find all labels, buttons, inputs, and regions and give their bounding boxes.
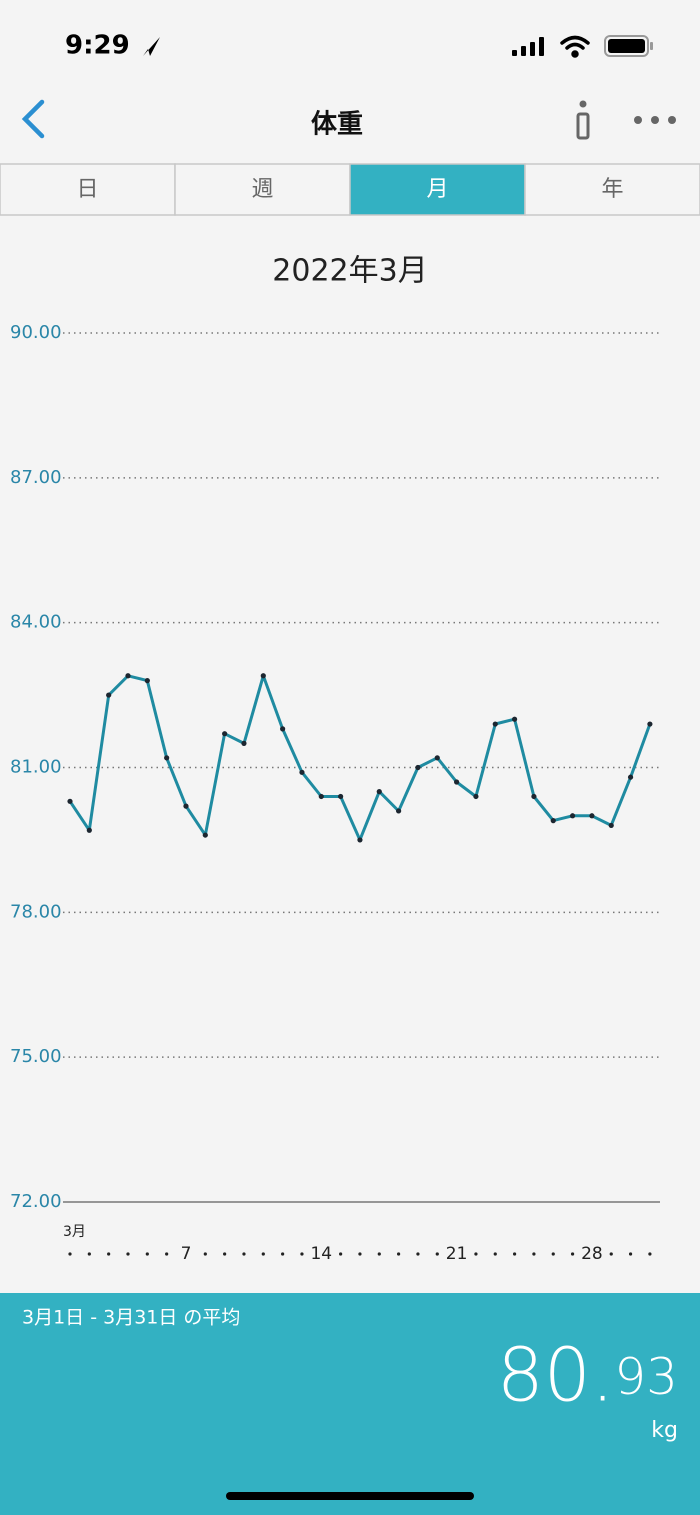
y-tick-label: 81.00 [10,757,62,778]
tab-label[interactable]: 週 [251,177,273,202]
back-button[interactable] [21,99,45,139]
location-icon [143,37,160,56]
x-tick-dot [435,1252,439,1256]
point [434,755,440,761]
x-tick-dot [570,1252,575,1256]
x-tick-dot [203,1252,207,1256]
y-tick-label: 75.00 [10,1046,62,1067]
status-time: 9:29 [65,31,130,61]
tab-label[interactable]: 月 [426,177,448,202]
point [164,755,170,761]
point [531,793,537,800]
x-tick-label: 7 [181,1244,192,1264]
x-tick-dot [474,1252,478,1256]
point [550,818,556,824]
x-tick-label: 28 [581,1244,603,1264]
point [396,808,402,814]
point [280,726,286,732]
x-tick-dot [648,1252,652,1256]
summary-panel [0,1293,700,1515]
x-tick-dot [87,1252,91,1256]
summary-unit: kg [651,1418,678,1443]
point [627,774,634,780]
signal-icon [512,37,544,56]
x-tick-dot [416,1252,420,1256]
y-tick-label: 78.00 [10,901,62,922]
more-button[interactable] [634,116,676,124]
tab[interactable] [0,163,176,216]
point [454,779,460,785]
x-tick-dot [397,1252,401,1256]
x-tick-dot [223,1252,227,1256]
point [241,740,247,746]
x-tick-dot [339,1252,343,1256]
x-tick-dot [609,1252,613,1256]
point [299,769,305,775]
point [589,813,595,819]
x-tick-dot [300,1252,304,1256]
x-month-label: 3月 [63,1224,86,1240]
x-tick-label: 14 [310,1244,332,1264]
summary-label: 3月1日 - 3月31日 の平均 [22,1307,240,1329]
point [357,837,363,843]
point [183,803,189,809]
y-tick-label: 90.00 [10,322,62,343]
x-tick-dot [68,1252,72,1256]
y-tick-label: 84.00 [10,612,62,633]
x-tick-dot [628,1252,633,1256]
x-tick-dot [358,1252,362,1256]
x-tick-dot [261,1252,265,1256]
nav-title: 体重 [311,110,363,140]
point [86,827,92,833]
x-tick-dot [165,1252,169,1256]
tab-label[interactable]: 日 [76,177,98,202]
point [67,798,73,804]
point [260,673,266,679]
point [473,793,479,800]
point [376,789,382,795]
x-tick-dot [493,1252,497,1256]
point [511,716,518,722]
tab-label[interactable]: 年 [601,177,623,202]
point [492,721,498,727]
x-tick-dot [377,1252,381,1256]
x-tick-dot [512,1252,517,1256]
point [318,793,324,800]
point [144,678,150,684]
x-tick-dot [145,1252,149,1256]
x-tick-dot [242,1252,246,1256]
point [125,673,131,679]
point [608,822,614,829]
tab[interactable] [174,163,351,216]
x-tick-dot [126,1252,130,1256]
home-indicator [226,1492,474,1500]
point [106,692,112,698]
x-tick-dot [107,1252,111,1256]
summary-value: 80.93 [497,1333,678,1419]
point [647,721,653,727]
tab-bar: 日週月年 [0,163,700,216]
x-tick-dot [532,1252,536,1256]
x-tick-dot [281,1252,285,1256]
info-button[interactable] [576,100,590,140]
chart: 72.00 75.00 78.00 81.00 84.00 87.00 90.00 7 14 21… [10,322,660,1264]
chart-title: 2022年3月 [272,254,427,289]
tab[interactable] [524,163,700,216]
point [222,731,228,737]
point [202,832,208,838]
battery-icon [604,35,653,57]
point [569,813,576,819]
x-tick-dot [551,1252,555,1256]
tab[interactable] [349,163,526,216]
x-tick-label: 21 [446,1244,468,1264]
point [338,793,344,800]
y-tick-label: 72.00 [10,1191,62,1212]
wifi-icon [560,35,590,58]
y-tick-label: 87.00 [10,467,62,488]
point [415,764,421,771]
